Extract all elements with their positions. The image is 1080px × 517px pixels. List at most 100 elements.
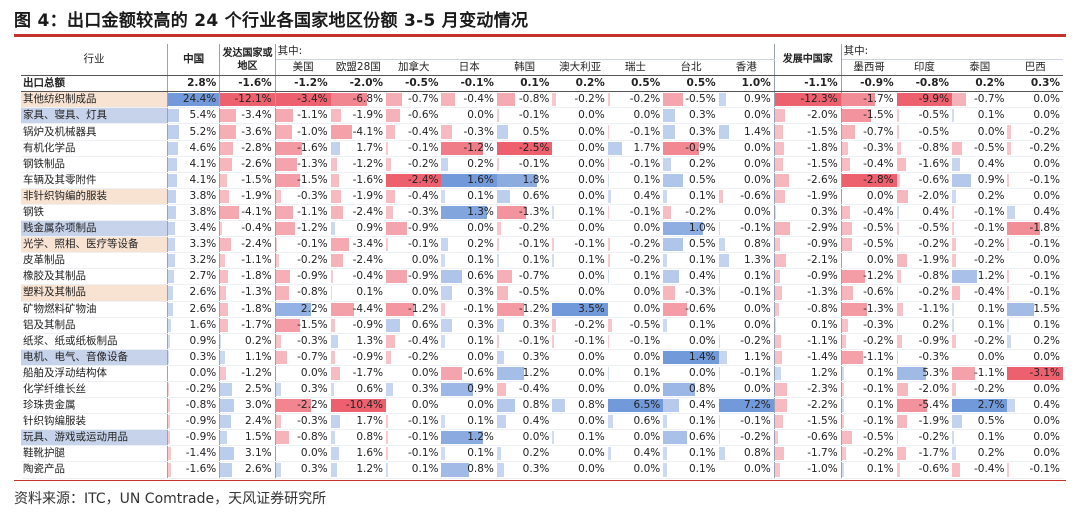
value-text: -0.3% [297,334,328,347]
value-bar [774,366,782,380]
value-bar [1007,238,1010,252]
value-cell: -0.4% [952,461,1008,479]
value-bar [774,415,783,429]
table-row: 纸浆、纸或纸板制品 0.9% 0.2% -0.3% 1.3% -0.4% 0.1% -0.1%… [21,333,1063,350]
value-text: -0.3% [918,350,950,363]
value-bar [330,382,334,397]
value-text: 0.8% [578,399,605,412]
value-text: -1.5% [807,415,838,428]
value-text: 0.0% [744,302,771,315]
value-bar [896,366,927,380]
value-bar [718,189,724,203]
value-bar [441,302,445,316]
value-cell: 0.5% [663,75,719,93]
value-bar [167,447,171,461]
value-cell: 1.4% [718,123,775,141]
value-bar [386,431,389,445]
value-cell: 0.0% [1007,91,1063,109]
value-text: 0.2% [977,447,1005,460]
value-bar [607,173,609,187]
value-text: -1.2% [408,302,439,315]
industry-name: 锅炉及机械器具 [21,123,168,141]
value-bar [167,189,176,203]
value-text: -0.1% [518,238,550,251]
value-cell: -0.8% [774,301,842,318]
value-text: 0.1% [633,366,661,379]
value-bar [330,222,336,236]
value-cell: 0.4% [496,413,553,431]
value-text: 0.0% [1033,109,1060,122]
industry-name: 铝及其制品 [21,317,168,334]
value-cell: 0.9% [330,220,387,238]
value-text: 0.0% [977,125,1005,138]
value-cell: -0.3% [841,317,897,334]
value-text: 0.3% [300,463,328,476]
value-cell: -1.2% [441,140,497,157]
value-cell: -1.7% [330,365,387,382]
value-bar [167,157,177,171]
value-cell: -1.1% [774,333,842,350]
value-bar [386,157,391,171]
value-bar [496,141,553,155]
value-bar [167,350,169,364]
value-cell: -0.8% [167,397,221,415]
value-text: -6.8% [352,93,384,106]
value-text: 1.5% [244,431,272,444]
value-text: -1.9% [352,189,384,202]
total-row: 出口总额 2.8% -1.6% -1.2% -2.0% -0.5% -0.1% 0.1% 0.2… [21,75,1063,93]
value-text: -0.9% [807,238,838,251]
value-cell: 0.0% [552,172,608,189]
value-bar [774,141,785,155]
value-text: -0.2% [574,318,605,331]
value-cell: 0.0% [552,140,608,157]
header-country: 澳大利亚 [552,59,608,77]
value-text: -0.1% [574,238,605,251]
value-cell: 1.2% [330,461,387,479]
industry-name: 皮革制品 [21,252,168,270]
value-cell: -0.9% [774,268,842,286]
value-bar [167,238,175,252]
value-cell: 0.1% [441,188,497,205]
value-cell: -0.1% [607,333,664,350]
value-cell: 5.2% [167,123,221,141]
value-text: 0.2% [977,189,1005,202]
value-cell: 0.0% [1007,107,1063,125]
value-bar [275,189,281,203]
value-text: 0.0% [578,463,605,476]
value-bar [220,350,226,364]
value-bar [441,254,445,268]
value-cell: 1.2% [952,268,1008,286]
value-cell: 0.3% [275,461,331,479]
value-cell: -0.1% [718,220,775,238]
value-cell: 1.1% [219,349,276,366]
value-text: 0.6% [688,431,716,444]
value-bar [718,222,720,236]
industry-name: 贱金属杂项制品 [21,220,168,238]
value-cell: 0.0% [1007,413,1063,431]
value-text: -0.3% [408,205,439,218]
value-cell: -0.4% [841,156,897,173]
value-cell: 1.7% [607,140,664,157]
value-bar [841,125,856,139]
industry-name: 车辆及其零附件 [21,172,168,189]
industry-name: 橡胶及其制品 [21,268,168,286]
value-cell: -9.9% [896,91,953,109]
value-text: -0.4% [863,157,894,170]
value-cell: 0.4% [952,156,1008,173]
value-cell: 0.8% [441,461,497,479]
value-cell: -1.7% [896,445,953,463]
value-text: -1.1% [918,302,950,315]
value-bar [496,205,526,220]
value-bar [496,189,511,203]
value-cell: 1.3% [718,252,775,270]
value-cell: 0.1% [663,413,719,431]
value-text: -0.2% [918,431,950,444]
value-cell: -1.1% [774,75,842,93]
value-cell: -1.6% [896,156,953,173]
value-cell: 1.2% [496,365,553,382]
value-cell: -2.0% [330,75,387,93]
value-cell: 0.0% [718,461,775,479]
value-bar [275,382,281,397]
value-cell: 5.4% [167,107,221,125]
value-bar [952,431,955,445]
